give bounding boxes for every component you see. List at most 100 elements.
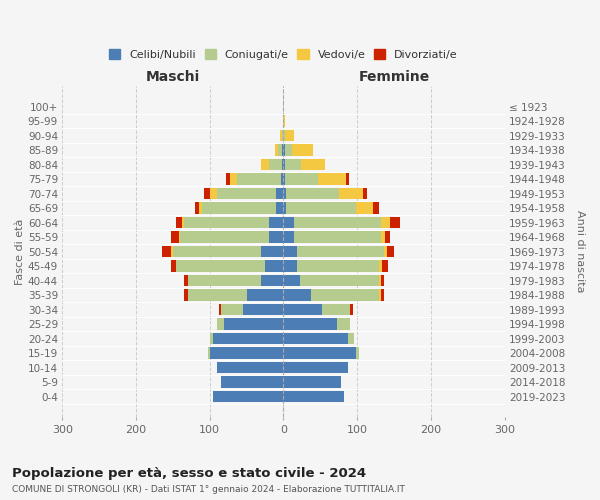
- Bar: [386, 246, 394, 258]
- Bar: [283, 260, 296, 272]
- Bar: [283, 246, 296, 258]
- Bar: [350, 304, 353, 316]
- Bar: [180, 232, 269, 243]
- Bar: [322, 304, 350, 316]
- Bar: [237, 174, 281, 184]
- Bar: [282, 130, 283, 141]
- Bar: [282, 159, 283, 170]
- Bar: [221, 376, 283, 388]
- Bar: [381, 232, 385, 243]
- Bar: [301, 159, 325, 170]
- Bar: [172, 232, 179, 243]
- Bar: [299, 275, 379, 286]
- Bar: [217, 318, 224, 330]
- Bar: [379, 275, 381, 286]
- Bar: [373, 202, 379, 213]
- Bar: [278, 144, 282, 156]
- Bar: [283, 362, 349, 374]
- Bar: [214, 333, 283, 344]
- Legend: Celibi/Nubili, Coniugati/e, Vedovi/e, Divorziati/e: Celibi/Nubili, Coniugati/e, Vedovi/e, Di…: [104, 45, 462, 64]
- Bar: [265, 260, 283, 272]
- Bar: [283, 348, 356, 359]
- Bar: [389, 217, 400, 228]
- Bar: [199, 202, 202, 213]
- Bar: [382, 260, 388, 272]
- Bar: [283, 275, 299, 286]
- Bar: [384, 246, 386, 258]
- Bar: [292, 144, 313, 156]
- Text: Maschi: Maschi: [146, 70, 200, 85]
- Bar: [269, 217, 283, 228]
- Bar: [204, 188, 209, 199]
- Bar: [283, 130, 285, 141]
- Bar: [209, 188, 217, 199]
- Bar: [217, 188, 276, 199]
- Bar: [188, 290, 247, 301]
- Text: COMUNE DI STRONGOLI (KR) - Dati ISTAT 1° gennaio 2024 - Elaborazione TUTTITALIA.: COMUNE DI STRONGOLI (KR) - Dati ISTAT 1°…: [12, 485, 405, 494]
- Bar: [208, 348, 209, 359]
- Bar: [209, 333, 214, 344]
- Bar: [275, 144, 278, 156]
- Text: Femmine: Femmine: [358, 70, 430, 85]
- Bar: [381, 290, 384, 301]
- Bar: [276, 188, 283, 199]
- Bar: [337, 318, 350, 330]
- Bar: [285, 159, 301, 170]
- Bar: [349, 333, 354, 344]
- Bar: [311, 290, 379, 301]
- Bar: [280, 130, 282, 141]
- Bar: [379, 290, 381, 301]
- Bar: [281, 174, 283, 184]
- Bar: [356, 348, 359, 359]
- Bar: [184, 290, 188, 301]
- Y-axis label: Fasce di età: Fasce di età: [15, 218, 25, 285]
- Bar: [296, 260, 379, 272]
- Bar: [283, 217, 294, 228]
- Bar: [283, 144, 285, 156]
- Bar: [296, 246, 384, 258]
- Bar: [247, 290, 283, 301]
- Bar: [346, 174, 349, 184]
- Bar: [283, 202, 286, 213]
- Bar: [283, 232, 294, 243]
- Bar: [188, 275, 261, 286]
- Bar: [172, 246, 173, 258]
- Bar: [217, 362, 283, 374]
- Bar: [286, 188, 340, 199]
- Bar: [286, 202, 356, 213]
- Bar: [176, 260, 265, 272]
- Bar: [269, 232, 283, 243]
- Bar: [176, 217, 182, 228]
- Bar: [224, 318, 283, 330]
- Bar: [261, 246, 283, 258]
- Bar: [283, 290, 311, 301]
- Bar: [202, 202, 276, 213]
- Bar: [283, 391, 344, 402]
- Bar: [283, 376, 341, 388]
- Bar: [381, 217, 389, 228]
- Bar: [285, 174, 318, 184]
- Bar: [285, 130, 294, 141]
- Bar: [214, 391, 283, 402]
- Bar: [170, 260, 176, 272]
- Y-axis label: Anni di nascita: Anni di nascita: [575, 210, 585, 293]
- Bar: [173, 246, 261, 258]
- Bar: [283, 304, 322, 316]
- Bar: [294, 217, 381, 228]
- Bar: [282, 144, 283, 156]
- Bar: [283, 174, 285, 184]
- Bar: [283, 116, 285, 126]
- Bar: [381, 275, 384, 286]
- Bar: [182, 217, 184, 228]
- Bar: [318, 174, 346, 184]
- Bar: [356, 202, 373, 213]
- Bar: [283, 188, 286, 199]
- Bar: [294, 232, 381, 243]
- Bar: [209, 348, 283, 359]
- Bar: [226, 174, 230, 184]
- Bar: [184, 217, 269, 228]
- Bar: [219, 304, 221, 316]
- Bar: [276, 202, 283, 213]
- Bar: [243, 304, 283, 316]
- Bar: [363, 188, 367, 199]
